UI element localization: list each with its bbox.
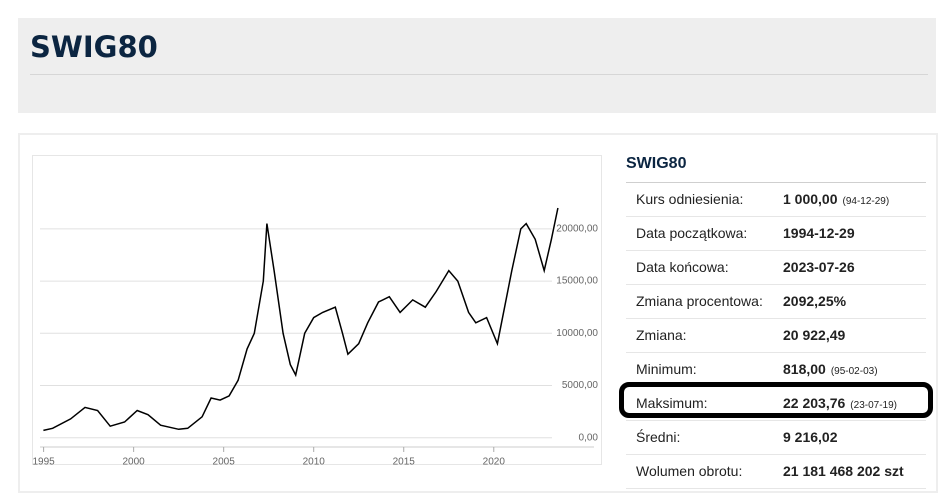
table-row: Zmiana: 20 922,49	[626, 319, 926, 353]
row-value: 9 216,02	[783, 429, 838, 445]
row-label: Zmiana procentowa:	[636, 293, 763, 309]
table-title: SWIG80	[626, 152, 926, 183]
row-label: Zmiana:	[636, 327, 687, 343]
y-tick-label: 20000,00	[556, 224, 598, 235]
table-row: Data końcowa: 2023-07-26	[626, 251, 926, 285]
row-value-cell: 22 203,76 (23-07-19)	[783, 387, 897, 422]
row-value-cell: 818,00 (95-02-03)	[783, 353, 878, 388]
row-value: 2092,25%	[783, 293, 847, 309]
table-row: Wolumen obrotu: 21 181 468 202 szt	[626, 455, 926, 489]
x-tick-label: 1995	[32, 457, 55, 465]
row-label: Wolumen obrotu:	[636, 463, 743, 479]
row-value: 818,00	[783, 361, 826, 377]
row-label: Minimum:	[636, 361, 697, 377]
row-value-cell: 1994-12-29	[783, 217, 855, 250]
x-tick-label: 2020	[483, 457, 506, 465]
row-value: 22 203,76	[783, 395, 846, 411]
page: {"header": {"title": "SWIG80"}, "chart_d…	[18, 18, 938, 493]
row-value-cell: 2023-07-26	[783, 251, 855, 284]
row-value-cell: 9 216,02	[783, 421, 838, 454]
x-tick-label: 2000	[123, 457, 146, 465]
price-line	[43, 207, 559, 432]
table-row: Zmiana procentowa: 2092,25%	[626, 285, 926, 319]
table-row: Maksimum: 22 203,76 (23-07-19)	[626, 387, 926, 421]
row-value: 1 000,00	[783, 191, 838, 207]
chart: 0,00 5000,00 10000,00 15000,00 20000,00 1995 2…	[32, 155, 602, 465]
divider	[30, 74, 928, 75]
table-row: Średni: 9 216,02	[626, 421, 926, 455]
row-label: Data początkowa:	[636, 225, 748, 241]
y-tick-label: 15000,00	[556, 276, 598, 287]
page-title: SWIG80	[30, 30, 158, 64]
row-note: (95-02-03)	[830, 366, 878, 377]
y-tick-label: 0,00	[579, 432, 599, 443]
header: SWIG80	[18, 18, 936, 113]
row-value: 1994-12-29	[783, 225, 855, 241]
row-value: 21 181 468 202 szt	[783, 463, 904, 479]
row-note: (94-12-29)	[842, 196, 890, 207]
row-label: Data końcowa:	[636, 259, 729, 275]
chart-frame	[32, 155, 602, 465]
x-tick-label: 2015	[393, 457, 416, 465]
row-value-cell: 21 181 468 202 szt	[783, 455, 904, 488]
table-row: Kurs odniesienia: 1 000,00 (94-12-29)	[626, 183, 926, 217]
y-tick-label: 5000,00	[562, 380, 599, 391]
row-label: Średni:	[636, 429, 681, 445]
row-value: 20 922,49	[783, 327, 846, 343]
highlight	[619, 382, 933, 418]
row-value: 2023-07-26	[783, 259, 855, 275]
row-value-cell: 20 922,49	[783, 319, 845, 352]
row-value-cell: 2092,25%	[783, 285, 846, 318]
stats-table: SWIG80 Kurs odniesienia: 1 000,00 (94-12-2…	[626, 152, 926, 489]
y-tick-label: 10000,00	[556, 328, 598, 339]
x-tick-label: 2010	[303, 457, 326, 465]
row-value-cell: 1 000,00 (94-12-29)	[783, 183, 889, 218]
row-label: Maksimum:	[636, 395, 708, 411]
table-row: Data początkowa: 1994-12-29	[626, 217, 926, 251]
row-note: (23-07-19)	[850, 400, 897, 411]
x-tick-label: 2005	[213, 457, 236, 465]
row-label: Kurs odniesienia:	[636, 191, 744, 207]
